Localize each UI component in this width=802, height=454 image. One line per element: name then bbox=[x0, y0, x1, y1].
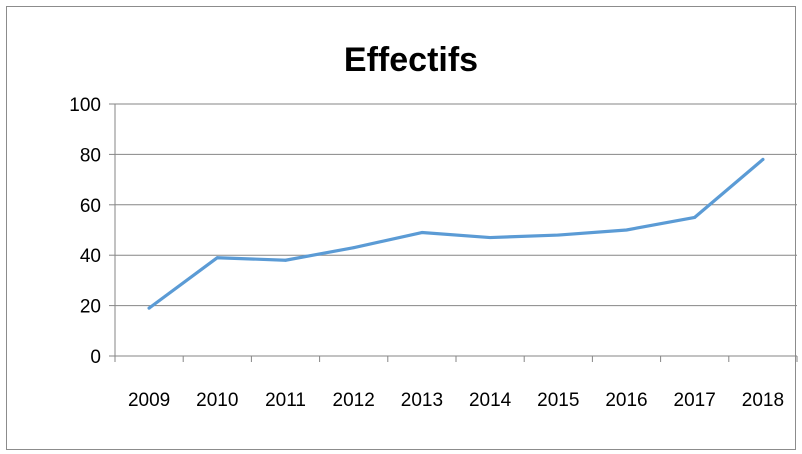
x-tick-label: 2017 bbox=[674, 390, 716, 411]
data-point bbox=[761, 157, 765, 161]
x-tick-label: 2016 bbox=[605, 390, 647, 411]
x-tick-label: 2013 bbox=[401, 390, 443, 411]
x-tick-label: 2010 bbox=[196, 390, 238, 411]
series-line bbox=[147, 157, 765, 310]
data-point bbox=[625, 228, 628, 232]
axes bbox=[109, 103, 798, 362]
y-tick-label: 100 bbox=[69, 95, 101, 116]
data-point bbox=[420, 231, 424, 235]
data-point bbox=[284, 258, 287, 262]
x-tick-labels: 2009 2010 2011 2012 2013 2014 2015 2016 2017 2018 bbox=[128, 390, 784, 411]
chart-title: Effectifs bbox=[344, 41, 478, 79]
x-tick-label: 2015 bbox=[537, 390, 579, 411]
data-point bbox=[693, 215, 697, 219]
y-tick-label: 80 bbox=[80, 145, 101, 166]
data-point bbox=[147, 306, 151, 310]
y-tick-label: 40 bbox=[80, 246, 101, 267]
x-tick-label: 2012 bbox=[333, 390, 375, 411]
chart-frame bbox=[6, 6, 796, 450]
data-point bbox=[556, 233, 560, 237]
y-tick-label: 0 bbox=[90, 347, 101, 368]
x-tick-label: 2011 bbox=[265, 390, 306, 411]
y-tick-labels: 0 20 40 60 80 100 bbox=[69, 95, 101, 368]
x-tick-label: 2009 bbox=[128, 390, 170, 411]
y-tick-label: 20 bbox=[80, 297, 101, 318]
y-tick-label: 60 bbox=[80, 196, 101, 217]
gridlines bbox=[115, 103, 797, 307]
data-point bbox=[215, 256, 219, 260]
series-group bbox=[147, 157, 765, 310]
x-tick-label: 2018 bbox=[742, 390, 784, 411]
data-point bbox=[488, 236, 492, 240]
data-point bbox=[352, 246, 356, 250]
x-tick-label: 2014 bbox=[469, 390, 512, 411]
